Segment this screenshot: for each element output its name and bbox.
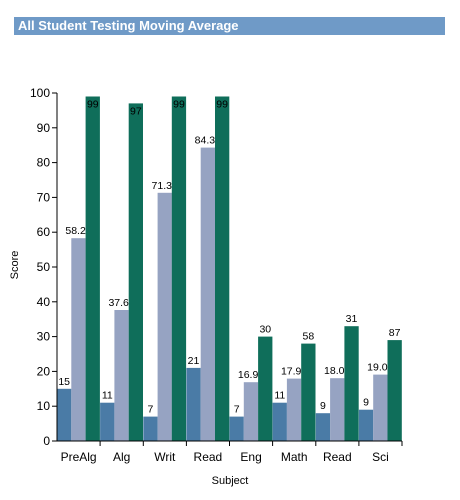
data-label: 15 <box>58 376 70 388</box>
data-label: 9 <box>363 397 369 409</box>
y-tick-label: 30 <box>37 330 51 344</box>
bar <box>215 96 230 441</box>
y-axis-title: Score <box>9 251 21 280</box>
data-label: 7 <box>147 404 153 416</box>
chart-title-bar: All Student Testing Moving Average <box>14 17 445 35</box>
data-label: 58.29 <box>65 225 91 237</box>
y-tick-label: 90 <box>37 121 51 135</box>
data-label: 16.91 <box>238 369 264 381</box>
bar <box>330 378 345 441</box>
bar <box>272 402 287 441</box>
bar <box>186 367 201 441</box>
data-label: 11 <box>102 390 113 402</box>
bar <box>57 388 72 441</box>
bar <box>157 192 172 441</box>
data-label: 11 <box>274 390 285 402</box>
bar <box>171 96 187 441</box>
data-label: 17.92 <box>281 366 307 378</box>
data-label: 30 <box>259 324 271 336</box>
data-label: 99 <box>173 99 185 111</box>
data-label: 99 <box>87 99 99 111</box>
chart-title: All Student Testing Moving Average <box>18 18 239 33</box>
y-tick-label: 20 <box>37 364 51 378</box>
x-tick-label: Sci <box>372 450 389 464</box>
x-tick-label: Read <box>194 450 223 464</box>
bar <box>85 96 100 441</box>
data-label: 18.06 <box>324 365 350 377</box>
bar <box>286 378 302 441</box>
data-label: 99 <box>216 99 228 111</box>
bar <box>71 238 86 441</box>
x-tick-label: Read <box>323 450 352 464</box>
x-tick-label: Writ <box>154 450 176 464</box>
x-tick-label: PreAlg <box>61 450 97 464</box>
data-label: 84.31 <box>195 135 221 147</box>
bar <box>258 336 273 441</box>
bar <box>128 103 143 442</box>
bar <box>200 147 215 441</box>
bar <box>387 340 402 441</box>
y-tick-label: 0 <box>43 434 50 448</box>
data-label: 87 <box>389 327 401 339</box>
y-tick-label: 60 <box>37 225 51 239</box>
data-label: 97 <box>130 105 142 117</box>
x-axis-title: Subject <box>212 475 249 487</box>
data-label: 21 <box>188 355 200 367</box>
bar <box>344 326 359 441</box>
data-label: 37.65 <box>108 297 134 309</box>
data-label: 31 <box>346 313 358 325</box>
data-label: 58 <box>303 331 315 343</box>
bar <box>358 409 374 441</box>
data-label: 7 <box>234 404 240 416</box>
bar <box>373 374 388 441</box>
bar <box>143 416 158 441</box>
x-tick-label: Math <box>281 450 308 464</box>
y-tick-label: 40 <box>37 295 51 309</box>
y-tick-label: 80 <box>37 156 51 170</box>
data-label: 9 <box>320 400 326 412</box>
y-tick-label: 70 <box>37 190 51 204</box>
data-label: 19.07 <box>367 362 393 374</box>
bar <box>243 382 259 441</box>
bar <box>315 413 331 441</box>
y-tick-label: 10 <box>37 399 51 413</box>
x-tick-label: Alg <box>113 450 130 464</box>
bar <box>229 416 244 441</box>
y-tick-label: 100 <box>30 86 50 100</box>
bar <box>114 310 129 441</box>
y-tick-label: 50 <box>37 260 51 274</box>
bar <box>100 402 115 441</box>
bar <box>301 343 316 441</box>
data-label: 71.31 <box>152 180 178 192</box>
x-tick-label: Eng <box>240 450 261 464</box>
